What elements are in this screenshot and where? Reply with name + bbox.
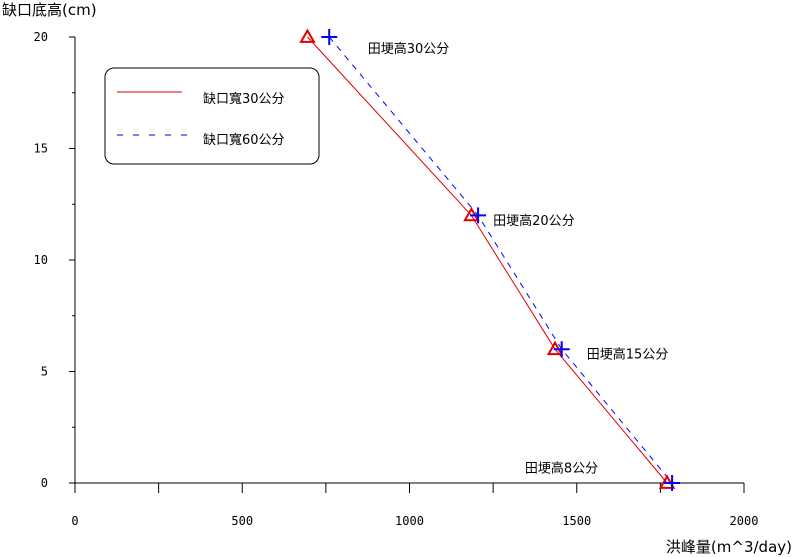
- x-axis-title: 洪峰量(m^3/day): [666, 538, 792, 556]
- legend-label-series-1: 缺口寬30公分: [203, 91, 285, 107]
- x-tick-label: 1000: [395, 514, 424, 528]
- plus-marker: [553, 341, 570, 358]
- y-axis-title: 缺口底高(cm): [2, 1, 97, 19]
- point-annotation: 田埂高8公分: [525, 460, 598, 476]
- series-line-1: [307, 36, 668, 484]
- legend-label-series-2: 缺口寬60公分: [203, 132, 285, 148]
- y-tick-label: 20: [34, 30, 48, 44]
- markers: [299, 28, 681, 491]
- y-tick-label: 10: [34, 253, 48, 267]
- y-tick-label: 5: [41, 365, 48, 379]
- y-tick-label: 15: [34, 142, 48, 156]
- y-tick-label: 0: [41, 476, 48, 490]
- x-tick-label: 500: [231, 514, 253, 528]
- legend: 缺口寬30公分 缺口寬60公分: [104, 67, 320, 165]
- series-line-2: [328, 36, 673, 484]
- legend-box: [104, 67, 320, 165]
- plus-marker: [664, 475, 681, 491]
- point-annotation: 田埂高20公分: [493, 213, 575, 229]
- ticks: 0 5 10 15 20 0 500 1000 1500 2000: [34, 30, 759, 528]
- triangle-marker: [299, 28, 316, 43]
- plus-marker: [470, 207, 487, 224]
- point-annotation: 田埂高15公分: [587, 347, 669, 363]
- point-annotation: 田埂高30公分: [368, 41, 450, 57]
- series-lines: [307, 36, 673, 484]
- x-tick-label: 1500: [562, 514, 591, 528]
- x-tick-label: 0: [71, 514, 78, 528]
- plus-marker: [321, 29, 338, 45]
- x-tick-label: 2000: [730, 514, 759, 528]
